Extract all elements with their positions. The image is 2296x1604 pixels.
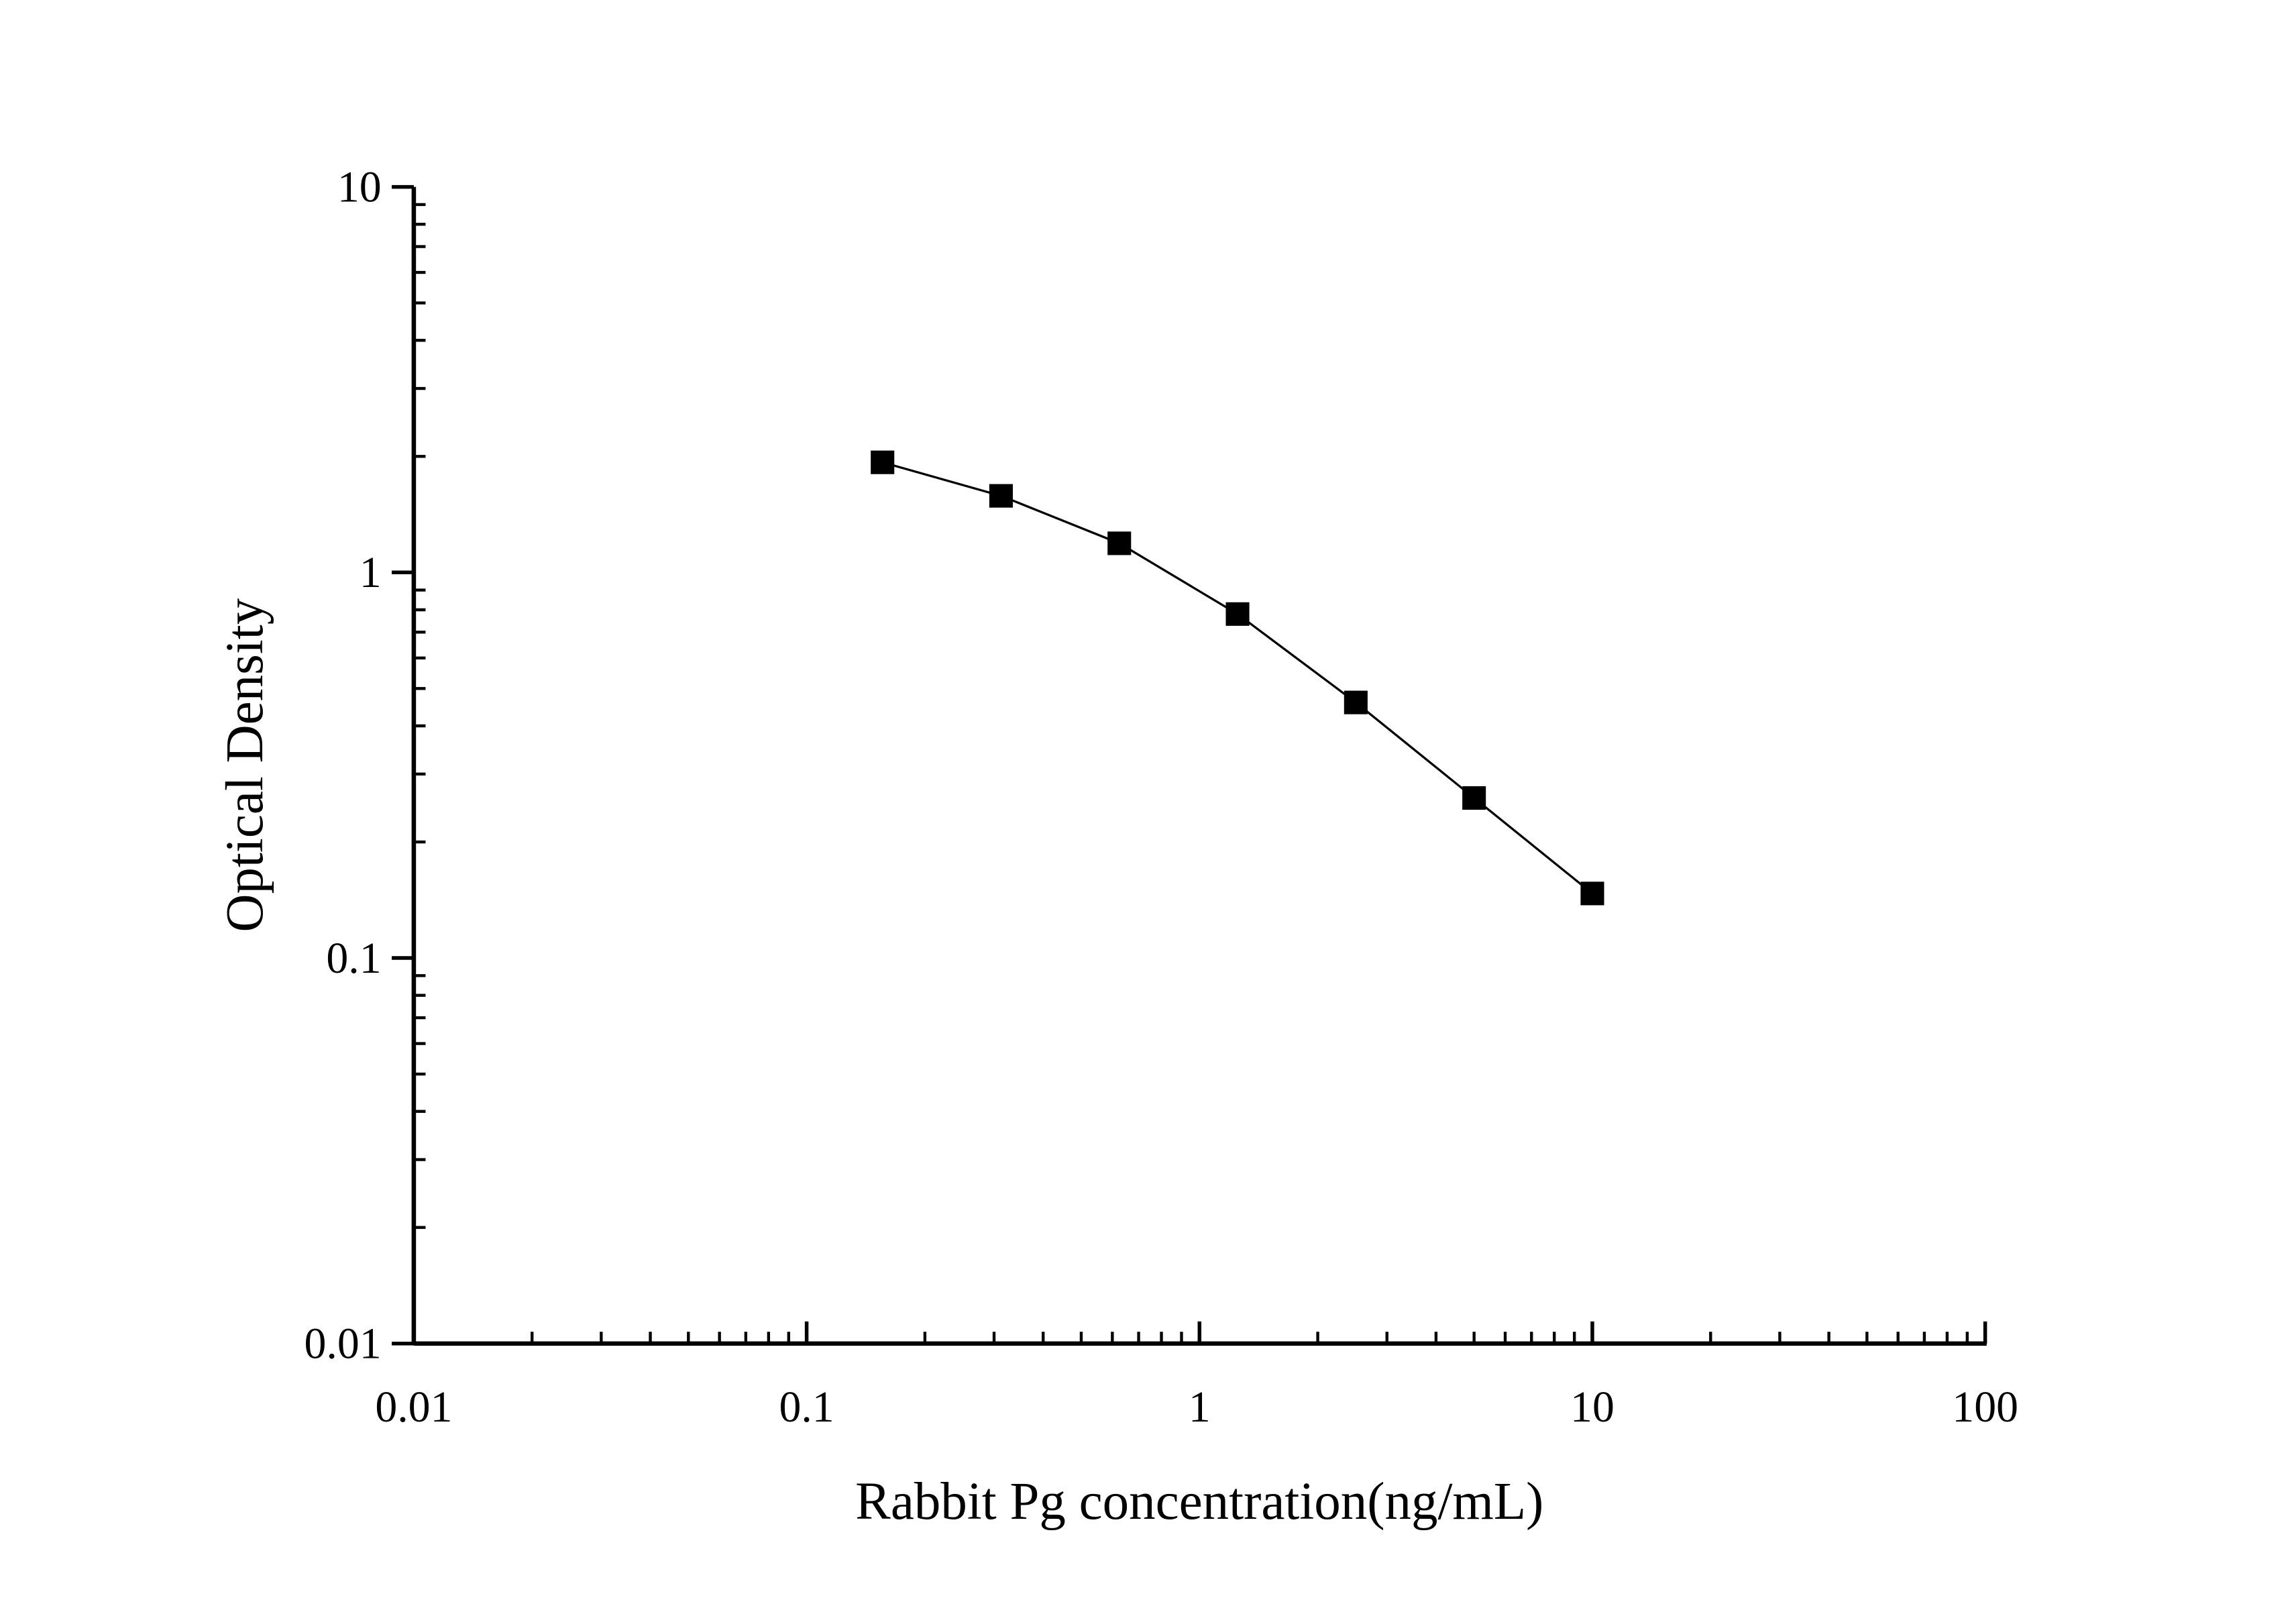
x-axis-label: Rabbit Pg concentration(ng/mL) (855, 1473, 1543, 1531)
data-point (1107, 531, 1132, 555)
x-tick-label: 0.01 (375, 1383, 452, 1432)
data-point (1462, 786, 1486, 810)
data-point (1225, 602, 1250, 626)
data-point (871, 450, 895, 474)
x-tick-label: 1 (1189, 1383, 1211, 1432)
y-tick-label: 1 (360, 548, 382, 597)
x-tick-label: 0.1 (779, 1383, 834, 1432)
y-tick-label: 0.1 (326, 934, 381, 983)
y-tick-label: 10 (337, 163, 382, 212)
y-tick-label: 0.01 (304, 1320, 381, 1369)
data-point (989, 484, 1013, 508)
series-line (882, 461, 1593, 895)
x-tick-label: 10 (1570, 1383, 1615, 1432)
y-axis-label: Optical Density (216, 598, 274, 932)
marks (871, 450, 1604, 906)
data-point (1580, 881, 1604, 906)
ticks: 0.01 0.1 1 10 100 0.01 0.1 1 10 (304, 163, 2018, 1432)
data-point (1344, 690, 1368, 714)
axes (411, 186, 1987, 1346)
x-tick-label: 100 (1952, 1383, 2018, 1432)
